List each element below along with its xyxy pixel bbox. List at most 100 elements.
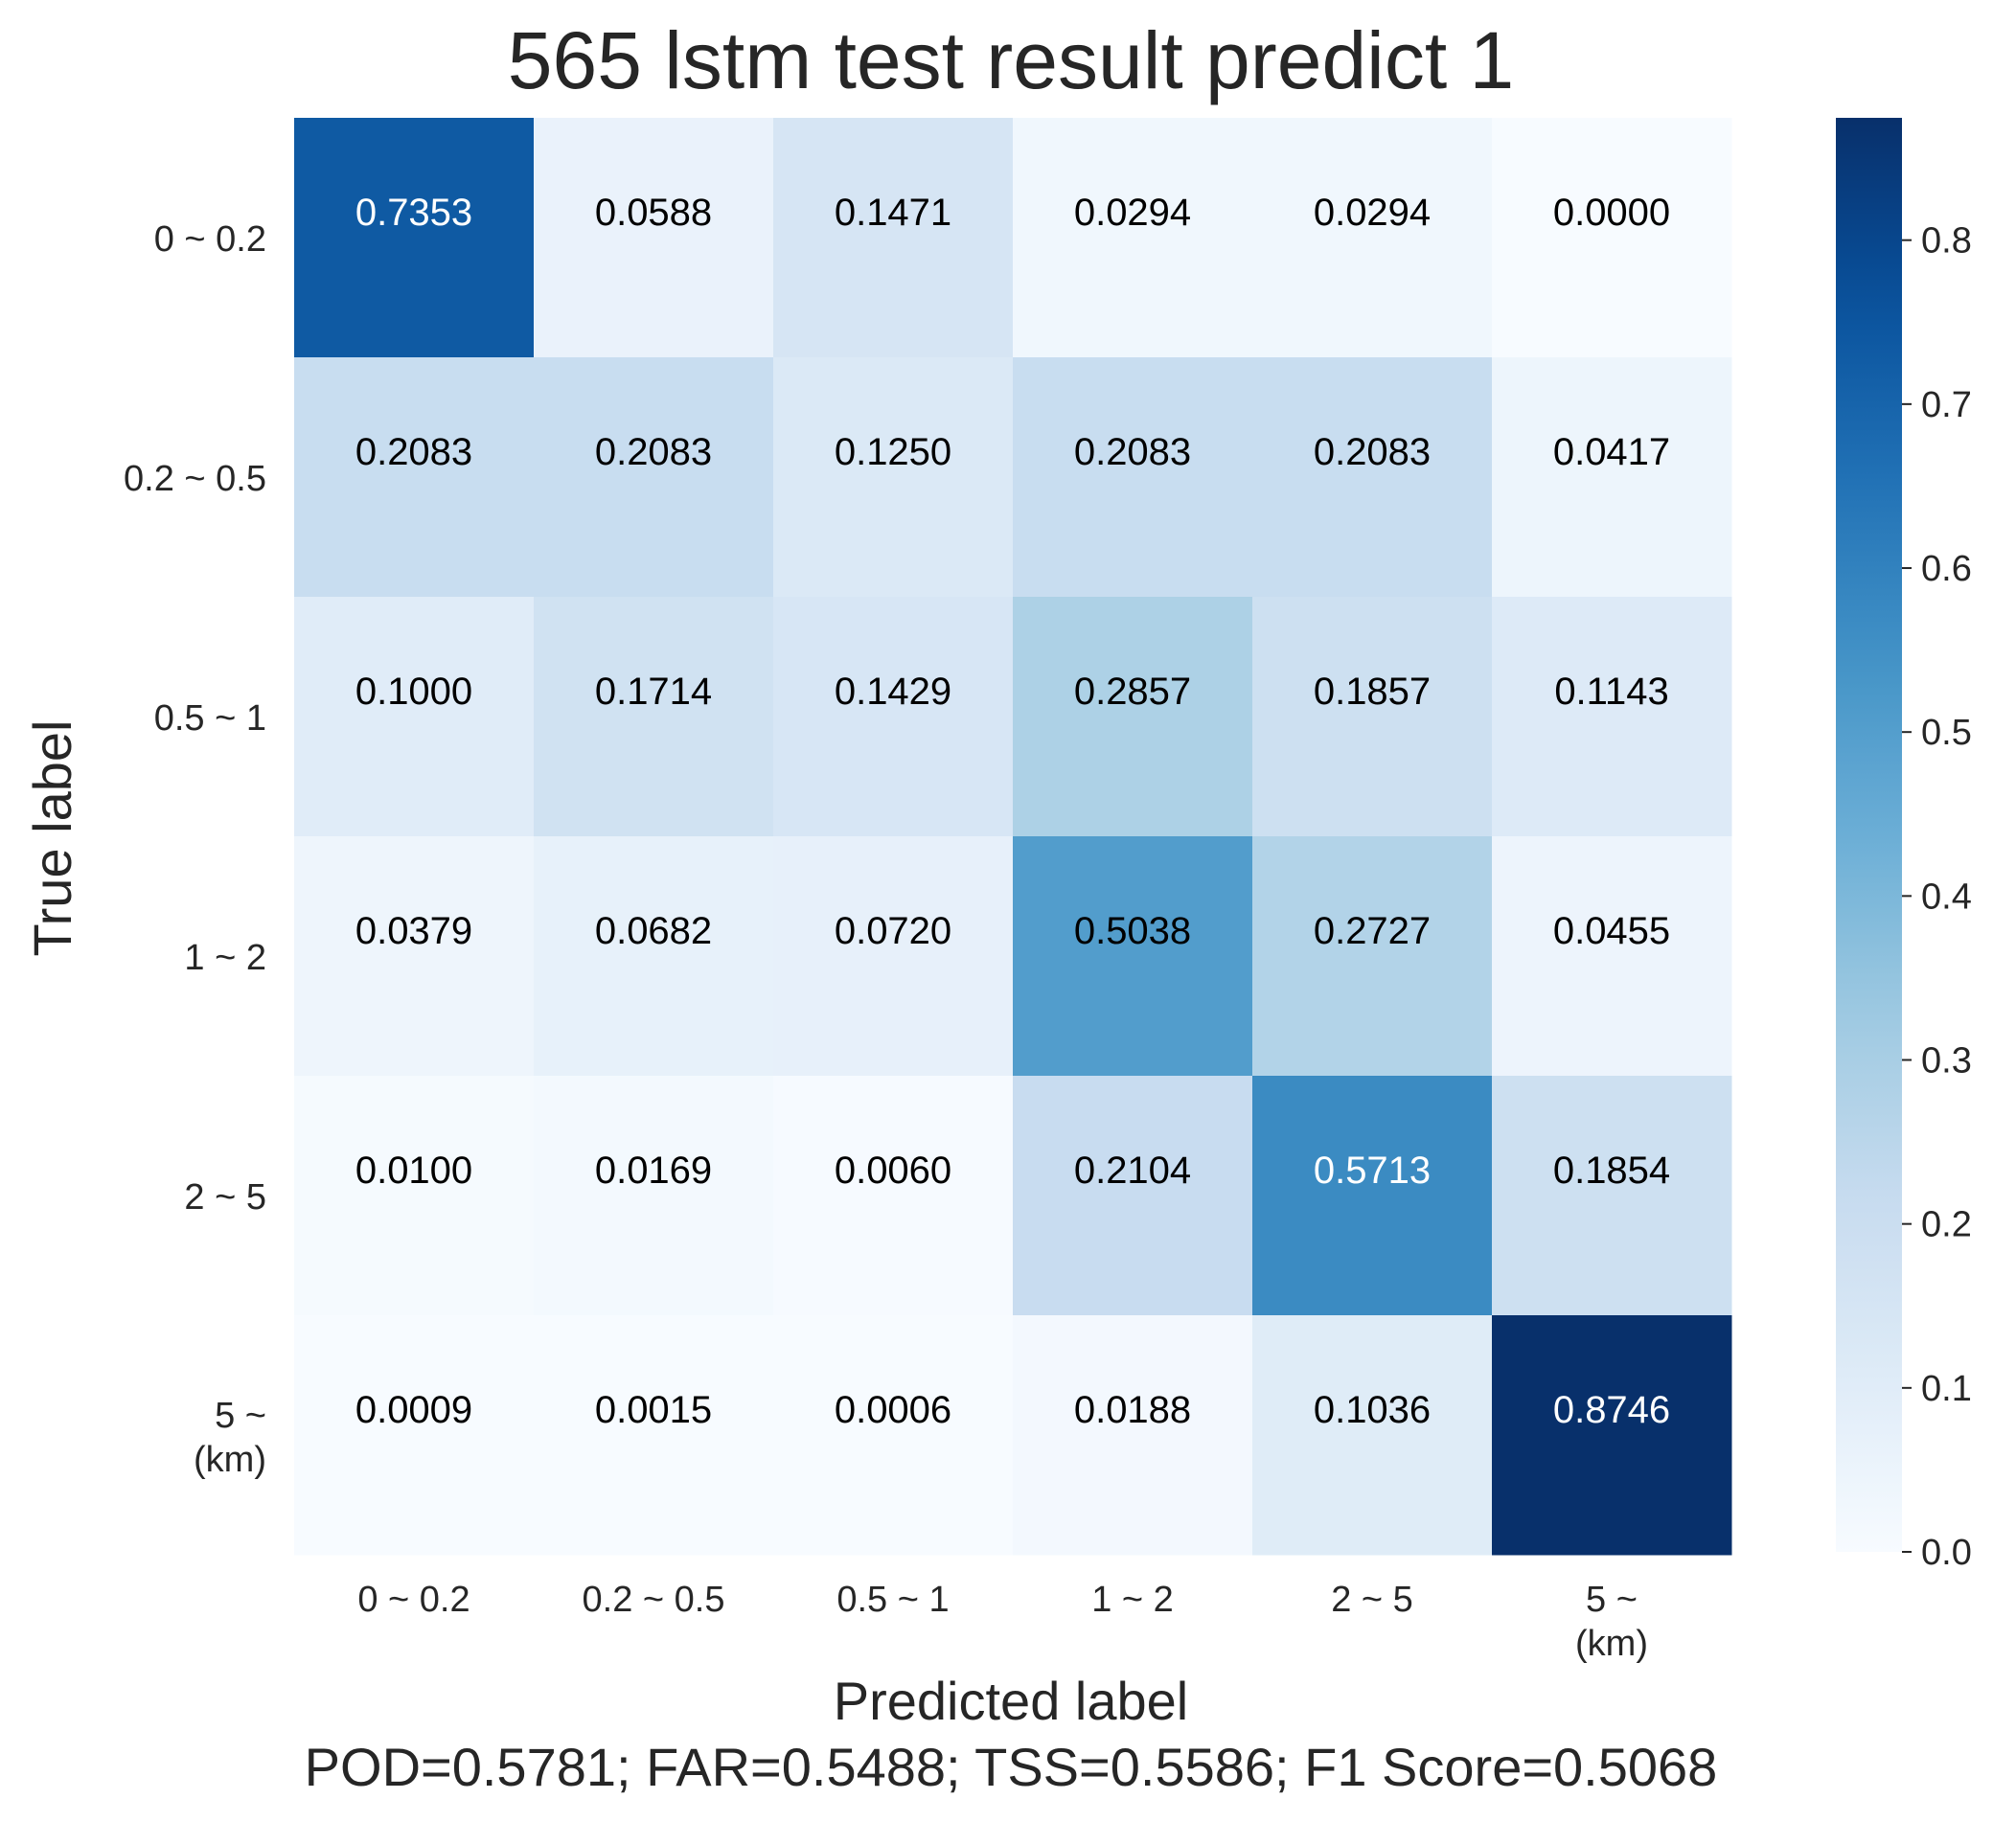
heatmap-cell	[294, 1315, 535, 1556]
heatmap-cell	[1252, 1315, 1493, 1556]
cell-value-label: 0.0294	[1314, 192, 1431, 234]
y-axis-label: True label	[22, 720, 82, 957]
heatmap-cell	[1492, 597, 1732, 837]
cell-value-label: 0.0588	[595, 192, 712, 234]
cell-value-label: 0.0100	[355, 1150, 472, 1192]
cell-value-label: 0.1250	[835, 431, 951, 473]
colorbar	[1836, 118, 1902, 1552]
heatmap-value-labels: 0.7353 0.0588 0.1471 0.0294 0.0294 0.0000 0.20…	[355, 192, 1670, 1431]
heatmap-cell	[294, 1076, 535, 1316]
chart-title: 565 lstm test result predict 1	[508, 15, 1514, 105]
chart-footer-metrics: POD=0.5781; FAR=0.5488; TSS=0.5586; F1 S…	[305, 1737, 1718, 1797]
cell-value-label: 0.0009	[355, 1389, 472, 1431]
heatmap-cells	[294, 118, 1732, 1556]
heatmap-cell	[1013, 597, 1253, 837]
heatmap-cell	[1492, 836, 1732, 1077]
cell-value-label: 0.1714	[595, 671, 712, 713]
heatmap-cell	[1252, 1076, 1493, 1316]
heatmap-cell	[534, 836, 774, 1077]
cell-value-label: 0.7353	[355, 192, 472, 234]
cell-value-label: 0.2083	[595, 431, 712, 473]
heatmap-cell	[534, 118, 774, 358]
heatmap-cell	[773, 1315, 1014, 1556]
colorbar-tick-label: 0.0	[1921, 1533, 1972, 1573]
cell-value-label: 0.0015	[595, 1389, 712, 1431]
y-tick-label: 0.2 ~ 0.5	[124, 459, 266, 499]
cell-value-label: 0.0169	[595, 1150, 712, 1192]
cell-value-label: 0.0720	[835, 910, 951, 952]
heatmap-cell	[294, 357, 535, 598]
cell-value-label: 0.2083	[1314, 431, 1431, 473]
heatmap-cell	[1492, 1315, 1732, 1556]
heatmap-cell	[1013, 1315, 1253, 1556]
heatmap-cell	[1492, 357, 1732, 598]
colorbar-tick-label: 0.1	[1921, 1369, 1972, 1409]
cell-value-label: 0.1857	[1314, 671, 1431, 713]
cell-value-label: 0.2857	[1074, 671, 1191, 713]
x-axis-label: Predicted label	[834, 1671, 1188, 1731]
y-axis-tick-labels: 0 ~ 0.2 0.2 ~ 0.5 0.5 ~ 1 1 ~ 2 2 ~ 5 5 ~ (km)	[124, 219, 266, 1480]
heatmap-cell	[534, 357, 774, 598]
cell-value-label: 0.0455	[1553, 910, 1670, 952]
heatmap-cell	[1252, 597, 1493, 837]
colorbar-ticks: 0.0 0.1 0.2 0.3 0.4 0.5 0.6 0.7 0.8	[1902, 221, 1972, 1573]
cell-value-label: 0.1036	[1314, 1389, 1431, 1431]
colorbar-tick-label: 0.8	[1921, 221, 1972, 262]
heatmap-cell	[1252, 836, 1493, 1077]
heatmap-cell	[1013, 357, 1253, 598]
x-tick-label: 1 ~ 2	[1091, 1580, 1174, 1620]
colorbar-tick-label: 0.4	[1921, 877, 1972, 917]
heatmap-cell	[534, 1315, 774, 1556]
heatmap-cell	[294, 597, 535, 837]
cell-value-label: 0.1000	[355, 671, 472, 713]
colorbar-tick-label: 0.6	[1921, 549, 1972, 589]
cell-value-label: 0.2083	[355, 431, 472, 473]
cell-value-label: 0.0417	[1553, 431, 1670, 473]
cell-value-label: 0.2727	[1314, 910, 1431, 952]
heatmap-cell	[1492, 1076, 1732, 1316]
heatmap-cell	[773, 357, 1014, 598]
cell-value-label: 0.5713	[1314, 1150, 1431, 1192]
x-tick-label: 5 ~ (km)	[1575, 1580, 1648, 1664]
heatmap-cell	[294, 118, 535, 358]
cell-value-label: 0.8746	[1553, 1389, 1670, 1431]
cell-value-label: 0.5038	[1074, 910, 1191, 952]
x-tick-label: 2 ~ 5	[1331, 1580, 1413, 1620]
y-tick-label: 5 ~ (km)	[194, 1396, 266, 1480]
heatmap-cell	[1252, 357, 1493, 598]
x-tick-label: 0 ~ 0.2	[357, 1580, 470, 1620]
heatmap-cell	[773, 597, 1014, 837]
cell-value-label: 0.0060	[835, 1150, 951, 1192]
cell-value-label: 0.0000	[1553, 192, 1670, 234]
heatmap-cell	[1013, 118, 1253, 358]
heatmap-cell	[534, 597, 774, 837]
y-tick-label: 0 ~ 0.2	[154, 219, 266, 260]
heatmap-cell	[1013, 836, 1253, 1077]
heatmap-cell	[773, 1076, 1014, 1316]
cell-value-label: 0.0188	[1074, 1389, 1191, 1431]
cell-value-label: 0.0006	[835, 1389, 951, 1431]
heatmap-cell	[1013, 1076, 1253, 1316]
x-axis-tick-labels: 0 ~ 0.2 0.2 ~ 0.5 0.5 ~ 1 1 ~ 2 2 ~ 5 5 ~ (km)	[357, 1580, 1648, 1664]
cell-value-label: 0.1854	[1553, 1150, 1670, 1192]
x-tick-label: 0.2 ~ 0.5	[583, 1580, 725, 1620]
heatmap-cell	[1252, 118, 1493, 358]
y-tick-label: 2 ~ 5	[184, 1177, 266, 1218]
heatmap-cell	[773, 118, 1014, 358]
colorbar-tick-label: 0.2	[1921, 1205, 1972, 1245]
colorbar-tick-label: 0.3	[1921, 1041, 1972, 1082]
cell-value-label: 0.2104	[1074, 1150, 1191, 1192]
heatmap-cell	[1492, 118, 1732, 358]
x-tick-label: 0.5 ~ 1	[836, 1580, 949, 1620]
colorbar-tick-label: 0.7	[1921, 385, 1972, 425]
heatmap-cell	[294, 836, 535, 1077]
heatmap-cell	[773, 836, 1014, 1077]
cell-value-label: 0.1429	[835, 671, 951, 713]
heatmap-cell	[534, 1076, 774, 1316]
cell-value-label: 0.0379	[355, 910, 472, 952]
cell-value-label: 0.1471	[835, 192, 951, 234]
cell-value-label: 0.0294	[1074, 192, 1191, 234]
y-tick-label: 1 ~ 2	[184, 938, 266, 978]
cell-value-label: 0.0682	[595, 910, 712, 952]
